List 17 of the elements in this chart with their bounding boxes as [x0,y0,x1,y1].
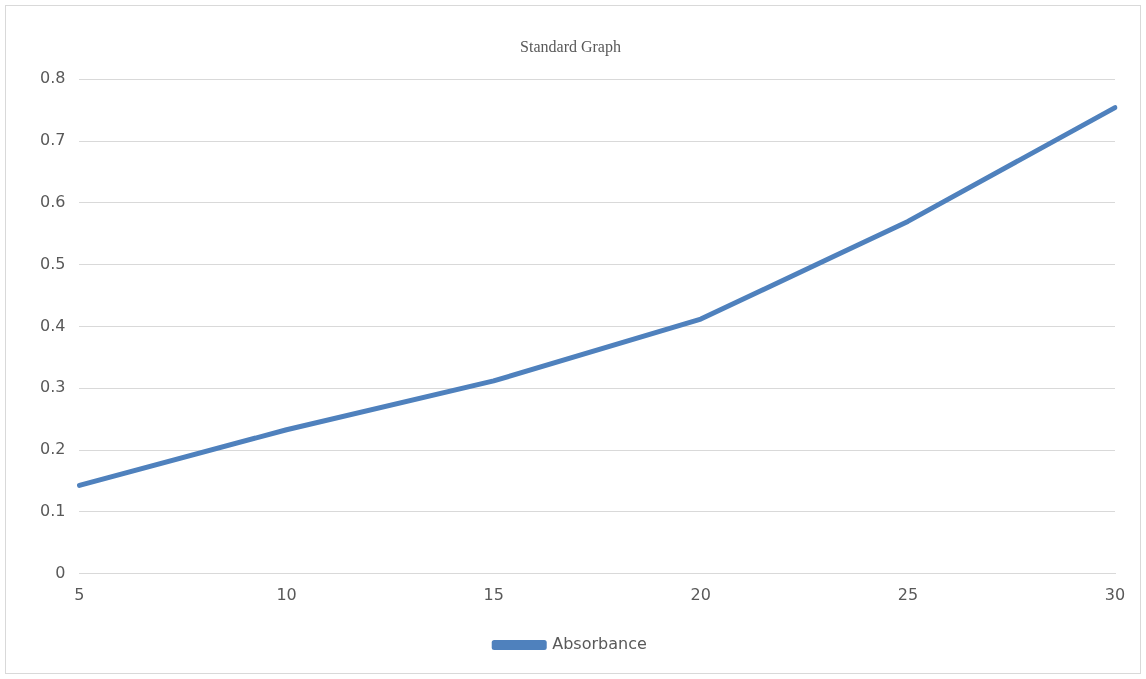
y-tick-label: 0.5 [39,253,66,273]
x-tick-label: 20 [690,584,711,604]
x-tick-label: 30 [1104,584,1126,604]
y-tick-label: 0.2 [39,439,66,459]
x-tick-label: 25 [897,584,919,604]
chart-title: Standard Graph [520,37,621,56]
y-tick-label: 0.4 [39,315,66,335]
y-tick-label: 0 [55,562,66,582]
y-tick-label: 0.6 [39,192,66,212]
y-tick-label: 0.8 [39,68,66,88]
y-tick-label: 0.3 [39,377,66,397]
x-tick-label: 10 [276,584,297,604]
y-tick-label: 0.1 [39,501,66,521]
x-tick-label: 5 [74,584,85,604]
legend-label: Absorbance [552,634,647,654]
y-tick-label: 0.7 [39,130,66,150]
x-tick-label: 15 [483,584,504,604]
